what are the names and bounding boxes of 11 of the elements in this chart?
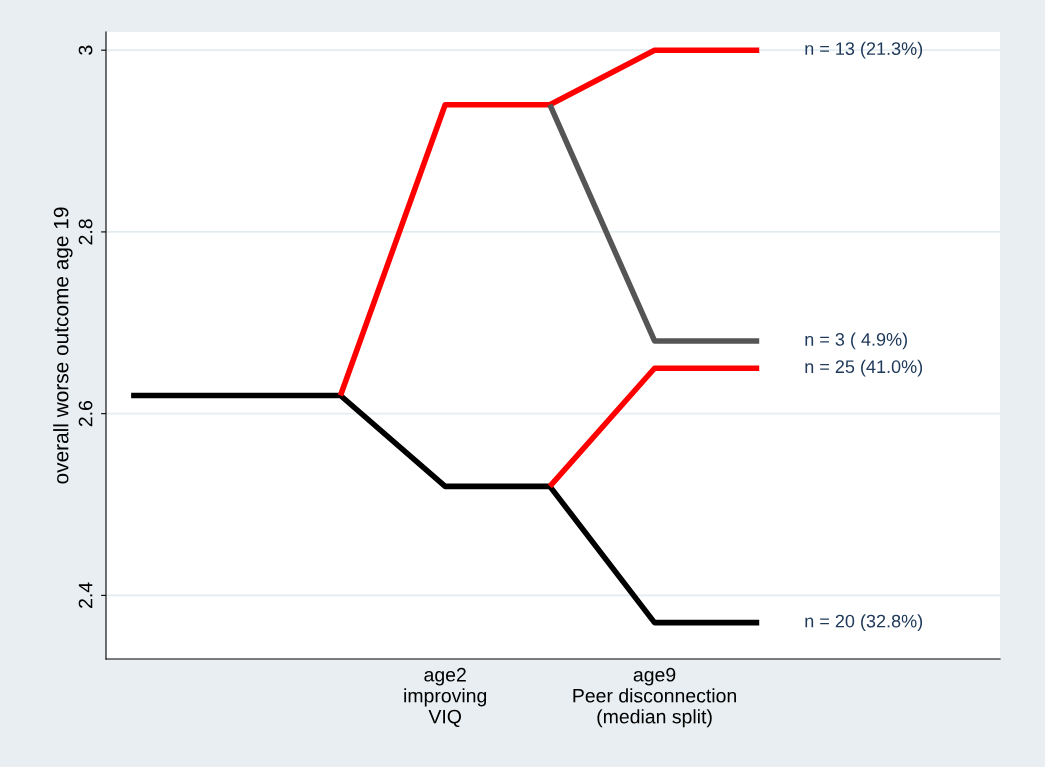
text: n = 20 (32.8%) — [805, 614, 923, 632]
x-tick-label: age2 improving VIQ — [404, 667, 487, 727]
y-tick-label: 2.6 — [78, 400, 93, 427]
text: n = 3 ( 4.9%) — [805, 332, 907, 350]
text: n = 13 (21.3%) — [805, 41, 923, 59]
y-tick-label: 3 — [78, 45, 93, 55]
y-tick-label: 2.8 — [78, 219, 93, 245]
x-tick-label: age9 Peer disconnection (median split) — [573, 667, 736, 728]
text: n = 25 (41.0%) — [805, 359, 923, 377]
y-tick-label: 2.4 — [78, 582, 93, 608]
y-axis-title: overall worse outcome age 19 — [53, 207, 73, 484]
